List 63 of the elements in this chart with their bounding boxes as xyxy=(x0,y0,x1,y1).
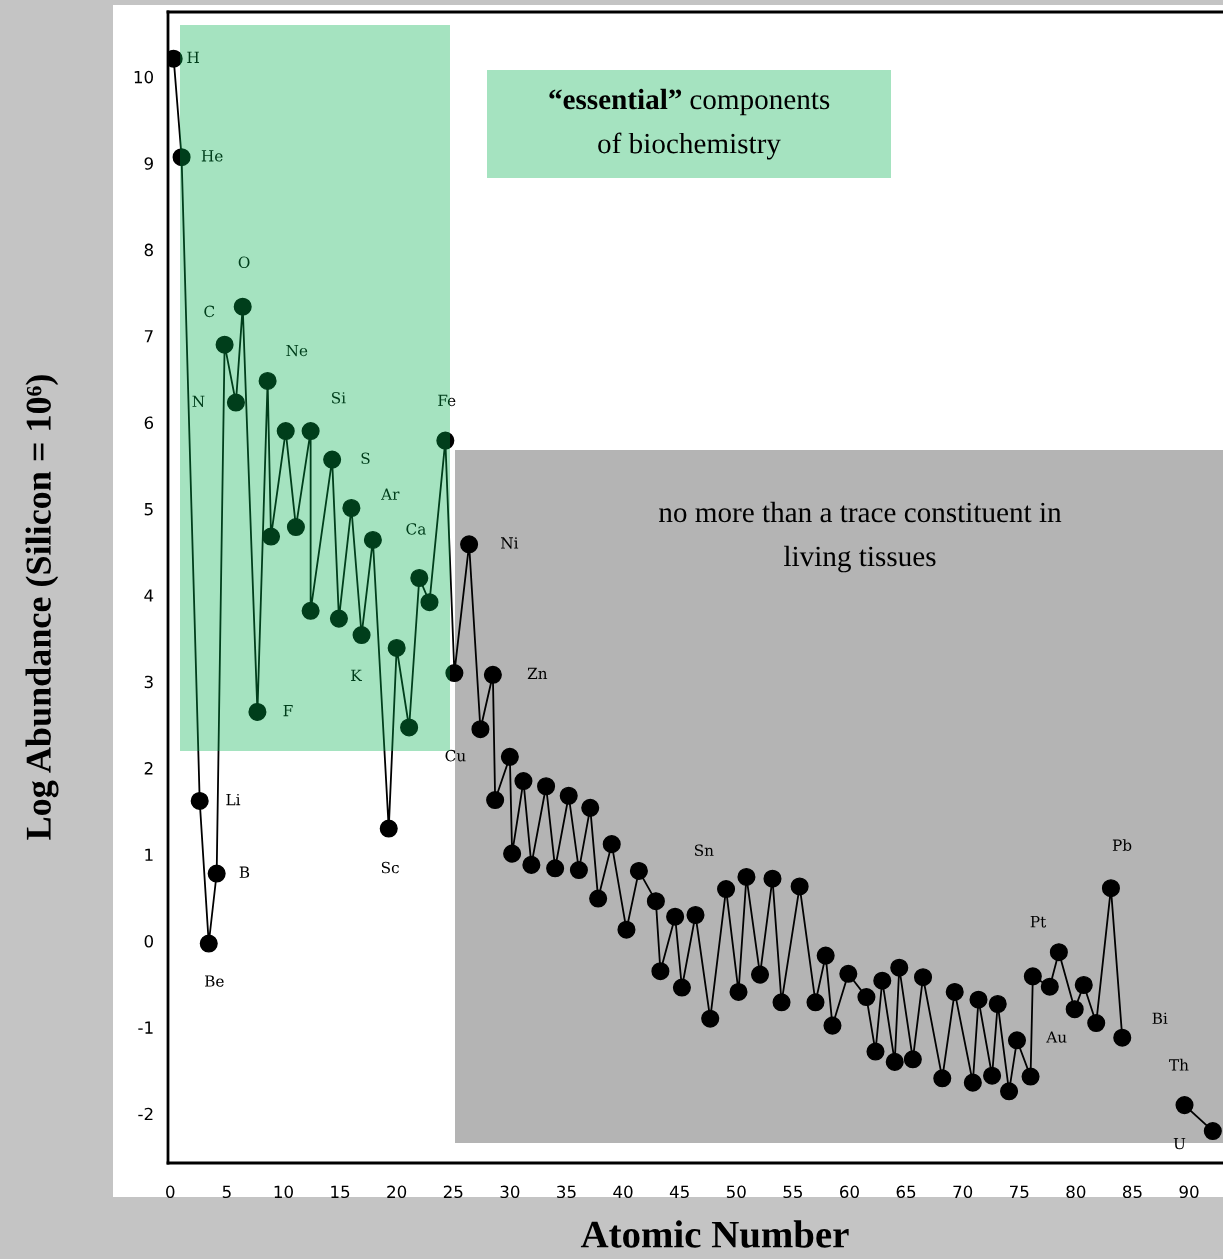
annotation: N xyxy=(192,395,205,408)
x-tick-label: 35 xyxy=(557,1185,576,1199)
x-axis-title: Atomic Number xyxy=(580,1220,849,1248)
x-tick-label: 25 xyxy=(443,1185,463,1199)
y-tick-label: 6 xyxy=(144,416,154,430)
annotation: Si xyxy=(332,392,346,404)
y-tick-label: -2 xyxy=(138,1107,153,1121)
annotation: Ni xyxy=(501,537,519,549)
annotation: Ne xyxy=(286,344,308,357)
annotation: Fe xyxy=(438,394,456,407)
annotation: Au xyxy=(1046,1031,1067,1043)
annotation: Li xyxy=(226,793,241,806)
annotation: F xyxy=(283,705,293,717)
annotation: Be xyxy=(205,975,224,987)
annotation: Ar xyxy=(381,488,400,500)
y-tick-label: 4 xyxy=(144,589,154,602)
x-tick-label: 0 xyxy=(166,1185,175,1199)
annotation: Ca xyxy=(406,523,426,535)
annotation: U xyxy=(1173,1137,1186,1150)
y-tick-label: 9 xyxy=(144,157,153,170)
y-tick-label: 2 xyxy=(144,762,153,775)
x-tick-label: 10 xyxy=(274,1185,293,1199)
y-tick-label: 7 xyxy=(144,330,153,343)
annotation: Cu xyxy=(445,749,466,762)
x-tick-label: 60 xyxy=(840,1185,859,1199)
x-tick-label: 45 xyxy=(669,1185,689,1199)
y-tick-label: 10 xyxy=(134,70,153,84)
x-tick-label: 65 xyxy=(896,1185,916,1199)
annotation: “essential” components of biochemistry xyxy=(549,88,830,160)
y-tick-label: -1 xyxy=(138,1021,153,1034)
annotation: Sn xyxy=(694,844,714,857)
x-tick-label: 80 xyxy=(1066,1185,1086,1199)
x-tick-label: 15 xyxy=(331,1185,350,1199)
annotation: K xyxy=(351,669,362,681)
annotation: Pb xyxy=(1112,839,1132,851)
y-tick-label: 3 xyxy=(144,675,153,689)
y-tick-label: 1 xyxy=(145,848,153,861)
x-tick-label: 55 xyxy=(783,1185,802,1199)
annotation: Zn xyxy=(527,667,548,679)
x-tick-label: 50 xyxy=(726,1185,746,1199)
y-tick-label: 0 xyxy=(144,934,153,948)
annotation: Bi xyxy=(1152,1012,1168,1024)
x-tick-label: 75 xyxy=(1010,1185,1029,1199)
annotation: C xyxy=(204,305,215,318)
x-tick-label: 5 xyxy=(222,1185,231,1199)
annotation: O xyxy=(238,256,250,269)
annotation: H xyxy=(187,51,199,63)
x-tick-label: 40 xyxy=(613,1185,633,1199)
y-tick-label: 5 xyxy=(144,503,153,516)
annotation: S xyxy=(361,452,370,465)
annotation: Pt xyxy=(1030,916,1047,928)
annotation: B xyxy=(239,866,250,878)
x-tick-label: 30 xyxy=(500,1185,520,1199)
y-tick-label: 8 xyxy=(144,243,153,257)
x-tick-label: 85 xyxy=(1122,1185,1142,1199)
annotation: Sc xyxy=(381,861,399,874)
annotation: Th xyxy=(1169,1058,1189,1071)
x-tick-label: 90 xyxy=(1179,1185,1199,1199)
x-tick-label: 20 xyxy=(387,1185,407,1199)
x-tick-label: 70 xyxy=(953,1185,973,1199)
annotation: no more than a trace constituent in living tissues xyxy=(659,501,1062,573)
y-axis-title: Log Abundance (Silicon = 10⁶) xyxy=(25,375,59,840)
annotation: He xyxy=(201,150,223,162)
